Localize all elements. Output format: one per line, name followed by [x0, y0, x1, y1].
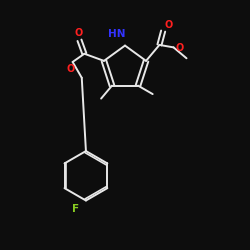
- Text: O: O: [164, 20, 172, 30]
- Text: F: F: [72, 204, 80, 214]
- Text: O: O: [176, 43, 184, 53]
- Text: HN: HN: [108, 29, 126, 39]
- Text: O: O: [66, 64, 75, 74]
- Text: O: O: [74, 28, 82, 38]
